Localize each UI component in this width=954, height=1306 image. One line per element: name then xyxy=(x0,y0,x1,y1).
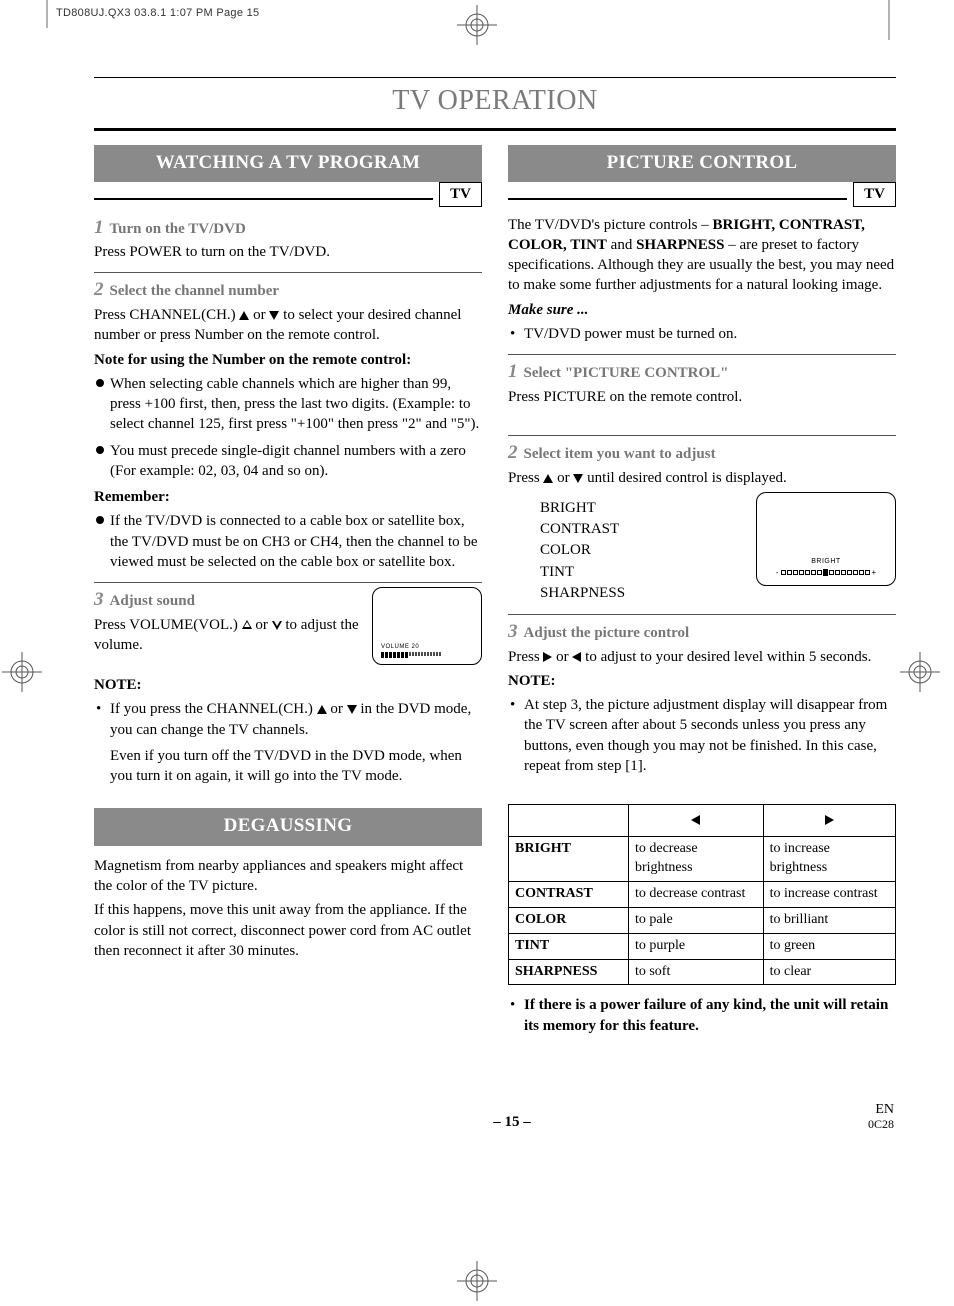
remember-item-1: If the TV/DVD is connected to a cable bo… xyxy=(94,511,482,572)
left-column: WATCHING A TV PROGRAM TV 1Turn on the TV… xyxy=(94,145,482,1042)
page-number: – 15 – xyxy=(156,1112,868,1132)
crop-mark-tl xyxy=(38,0,56,40)
up-arrow-icon xyxy=(317,705,327,714)
step-3-heading: 3Adjust sound xyxy=(94,587,362,613)
down-arrow-icon xyxy=(573,474,583,483)
picture-item-list: BRIGHT CONTRAST COLOR TINT SHARPNESS xyxy=(508,498,746,604)
up-arrow-outline-icon xyxy=(242,620,252,630)
pc-step-1-text: Press PICTURE on the remote control. xyxy=(508,387,896,407)
step-2-heading: 2Select the channel number xyxy=(94,277,482,303)
pc-step-2-heading: 2Select item you want to adjust xyxy=(508,440,896,466)
section-banner-picture-control: PICTURE CONTROL xyxy=(508,145,896,183)
tv-mode-tag: TV xyxy=(439,182,482,206)
step-1-heading: 1Turn on the TV/DVD xyxy=(94,215,482,241)
right-column: PICTURE CONTROL TV The TV/DVD's picture … xyxy=(508,145,896,1042)
down-arrow-icon xyxy=(269,311,279,320)
note-remote-heading: Note for using the Number on the remote … xyxy=(94,350,482,370)
picture-control-table: BRIGHTto decrease brightnessto increase … xyxy=(508,804,896,985)
step-1-text: Press POWER to turn on the TV/DVD. xyxy=(94,242,482,262)
note-remote-item-1: When selecting cable channels which are … xyxy=(94,374,482,435)
table-row: TINTto purpleto green xyxy=(509,933,896,959)
up-arrow-icon xyxy=(239,311,249,320)
power-failure-note: If there is a power failure of any kind,… xyxy=(508,995,896,1036)
tv-mode-tag: TV xyxy=(853,182,896,206)
picture-intro: The TV/DVD's picture controls – BRIGHT, … xyxy=(508,215,896,296)
step-2-text: Press CHANNEL(CH.) or to select your des… xyxy=(94,305,482,346)
registration-mark-bottom xyxy=(455,1259,499,1303)
registration-mark-left xyxy=(0,650,44,694)
left-arrow-icon xyxy=(691,815,700,825)
degaussing-p2: If this happens, move this unit away fro… xyxy=(94,900,482,961)
down-arrow-icon xyxy=(347,705,357,714)
table-row: CONTRASTto decrease contrastto increase … xyxy=(509,881,896,907)
pc-step-3-text: Press or to adjust to your desired level… xyxy=(508,647,896,667)
table-row: COLORto paleto brilliant xyxy=(509,907,896,933)
note-remote-item-2: You must precede single-digit channel nu… xyxy=(94,441,482,482)
note-item-1: If you press the CHANNEL(CH.) or in the … xyxy=(94,699,482,786)
section-banner-watching: WATCHING A TV PROGRAM xyxy=(94,145,482,183)
pc-note-item-1: At step 3, the picture adjustment displa… xyxy=(508,695,896,776)
page-title: TV OPERATION xyxy=(94,77,896,131)
registration-mark-right xyxy=(898,650,942,694)
crop-mark-tr xyxy=(880,0,898,40)
section-banner-degaussing: DEGAUSSING xyxy=(94,808,482,846)
degaussing-p1: Magnetism from nearby appliances and spe… xyxy=(94,856,482,897)
right-arrow-icon xyxy=(825,815,834,825)
pc-note-heading: NOTE: xyxy=(508,671,896,691)
make-sure-heading: Make sure ... xyxy=(508,300,896,320)
table-row: SHARPNESSto softto clear xyxy=(509,959,896,985)
osd-volume-display: VOLUME 20 xyxy=(372,587,482,665)
remember-heading: Remember: xyxy=(94,487,482,507)
table-row: BRIGHTto decrease brightnessto increase … xyxy=(509,837,896,882)
step-3-text: Press VOLUME(VOL.) or to adjust the volu… xyxy=(94,615,362,656)
footer-lang-code: EN0C28 xyxy=(868,1102,894,1133)
registration-mark-top xyxy=(455,3,499,47)
pc-step-1-heading: 1Select "PICTURE CONTROL" xyxy=(508,359,896,385)
pc-step-3-heading: 3Adjust the picture control xyxy=(508,619,896,645)
note-heading: NOTE: xyxy=(94,675,482,695)
make-sure-item-1: TV/DVD power must be turned on. xyxy=(508,324,896,344)
pc-step-2-text: Press or until desired control is displa… xyxy=(508,468,896,488)
up-arrow-icon xyxy=(543,474,553,483)
down-arrow-outline-icon xyxy=(272,620,282,630)
osd-picture-display: BRIGHT - + xyxy=(756,492,896,586)
